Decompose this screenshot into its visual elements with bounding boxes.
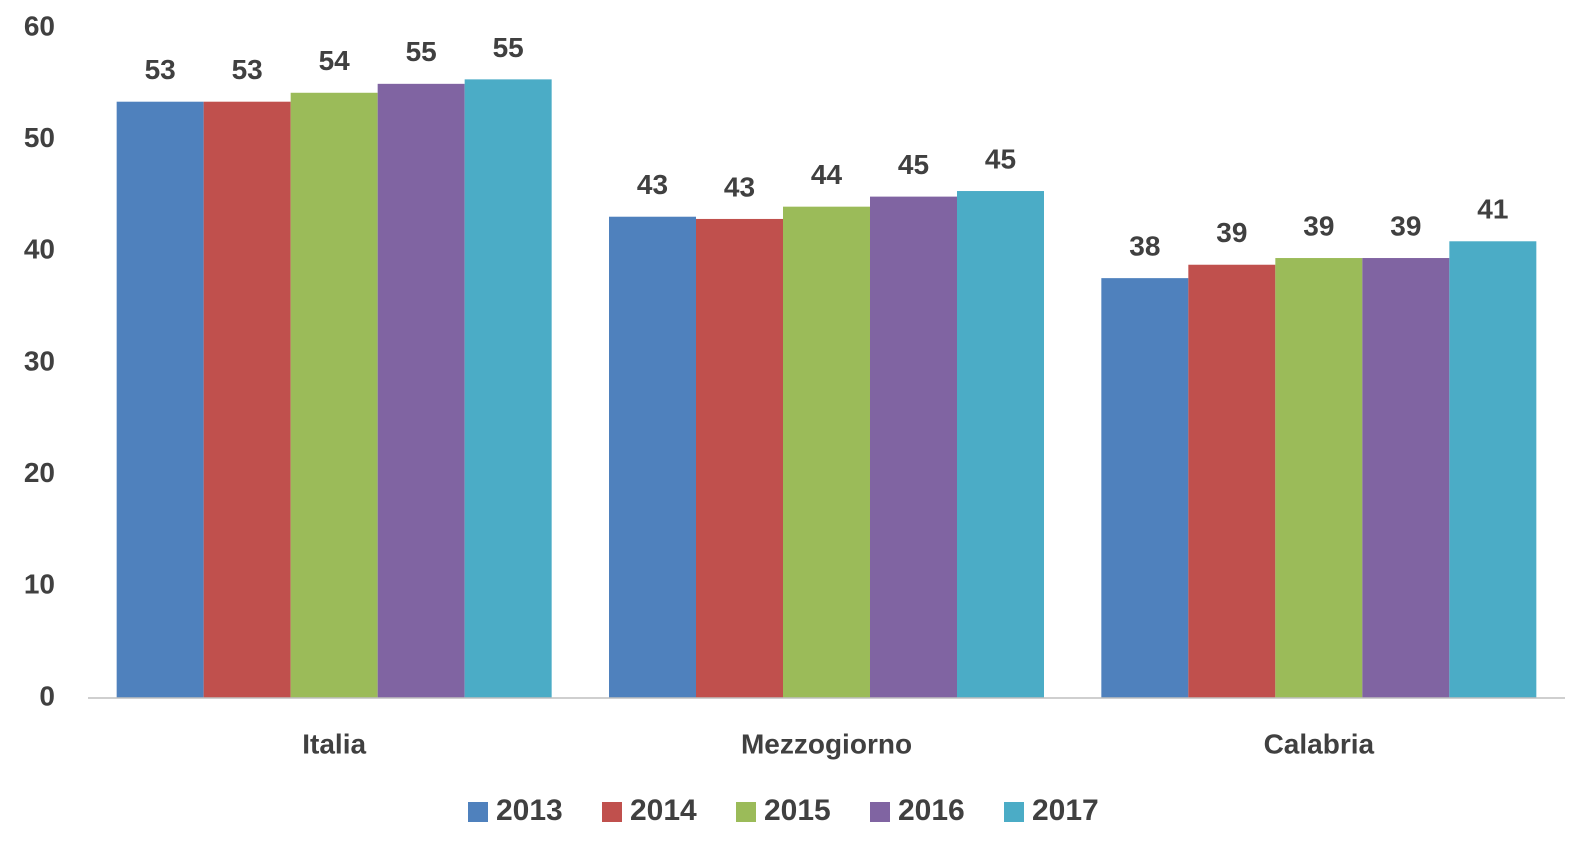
legend-label: 2013 xyxy=(496,794,563,827)
x-tick-label: Italia xyxy=(302,728,366,759)
bar xyxy=(1449,241,1537,699)
y-tick-label: 10 xyxy=(24,569,55,600)
value-label: 39 xyxy=(1390,210,1421,241)
bar xyxy=(1362,258,1450,698)
value-label: 38 xyxy=(1129,231,1160,262)
y-tick-label: 30 xyxy=(24,345,55,376)
value-label: 54 xyxy=(319,45,351,76)
bar xyxy=(1101,278,1189,698)
value-label: 53 xyxy=(232,54,263,85)
legend-label: 2014 xyxy=(630,794,697,827)
legend-swatch xyxy=(602,802,622,822)
value-label: 45 xyxy=(898,149,929,180)
y-tick-label: 40 xyxy=(24,234,55,265)
value-label: 44 xyxy=(811,159,843,190)
bar xyxy=(696,218,783,698)
y-tick-label: 0 xyxy=(39,680,55,711)
bar xyxy=(464,79,552,698)
bar xyxy=(1188,264,1276,698)
value-label: 55 xyxy=(406,36,437,67)
value-label: 39 xyxy=(1303,210,1334,241)
value-label: 55 xyxy=(493,32,524,63)
value-label: 39 xyxy=(1216,217,1247,248)
x-tick-label: Calabria xyxy=(1264,728,1375,759)
value-label: 45 xyxy=(985,143,1016,174)
y-tick-label: 50 xyxy=(24,122,55,153)
bar xyxy=(783,206,870,698)
bar xyxy=(116,101,204,698)
legend-swatch xyxy=(736,802,756,822)
y-tick-label: 60 xyxy=(24,10,55,41)
legend-swatch xyxy=(1004,802,1024,822)
legend-label: 2017 xyxy=(1032,794,1099,827)
legend-label: 2016 xyxy=(898,794,965,827)
bar xyxy=(957,191,1044,699)
legend-swatch xyxy=(870,802,890,822)
bar xyxy=(377,83,465,699)
x-tick-label: Mezzogiorno xyxy=(741,728,912,759)
bar xyxy=(1275,258,1363,698)
legend-swatch xyxy=(468,802,488,822)
value-label: 41 xyxy=(1477,194,1508,225)
bar xyxy=(870,196,957,698)
value-label: 53 xyxy=(145,54,176,85)
bar xyxy=(203,101,291,698)
value-label: 43 xyxy=(724,171,755,202)
bar xyxy=(290,92,378,699)
value-label: 43 xyxy=(637,169,668,200)
bar xyxy=(609,216,696,698)
y-tick-label: 20 xyxy=(24,457,55,488)
legend-label: 2015 xyxy=(764,794,831,827)
